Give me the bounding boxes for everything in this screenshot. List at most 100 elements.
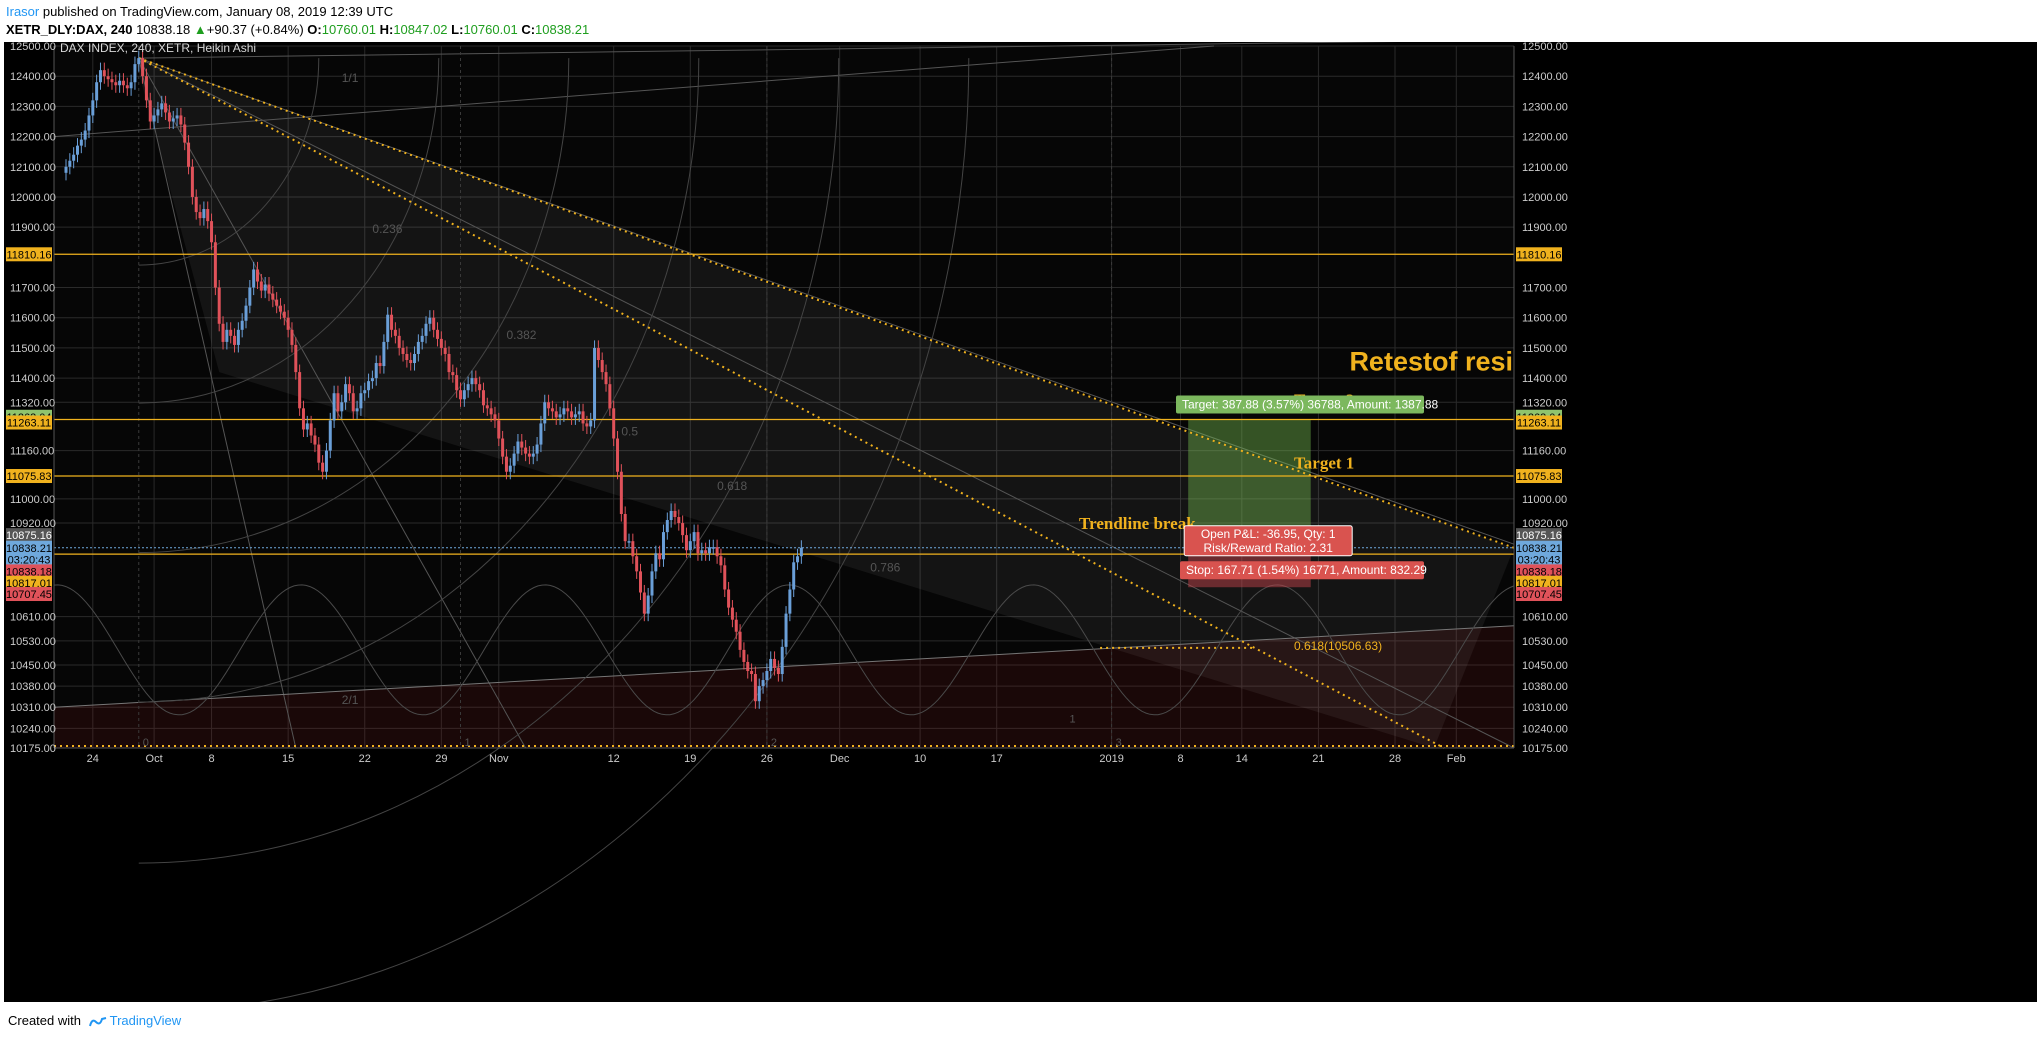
y-tick-label-right: 12500.00 <box>1522 42 1568 53</box>
candle-body <box>367 381 371 391</box>
candle <box>98 62 102 90</box>
author-link[interactable]: Irasor <box>6 4 40 19</box>
candle <box>121 73 125 93</box>
candle-body <box>711 547 715 549</box>
candle <box>347 376 351 401</box>
candle-body <box>539 423 543 445</box>
tradingview-link[interactable]: TradingView <box>109 1013 182 1028</box>
candle <box>623 506 627 549</box>
candle-body <box>474 378 478 385</box>
candle <box>290 322 294 353</box>
candle-body <box>175 115 179 119</box>
candle-body <box>210 221 214 243</box>
candle <box>485 397 489 416</box>
candle <box>654 545 658 579</box>
candle-body <box>217 287 221 324</box>
candle <box>91 92 95 123</box>
close-label: C: <box>521 22 536 37</box>
fan-label: 0.618 <box>717 479 747 493</box>
candle <box>386 307 390 350</box>
candle <box>608 376 612 416</box>
candle-body <box>738 631 742 650</box>
price-tag-bg <box>1516 415 1562 430</box>
candle-body <box>593 347 597 421</box>
open-value: 10760.01 <box>321 22 376 37</box>
candle <box>669 503 673 528</box>
candle <box>593 340 597 428</box>
candle <box>516 433 520 462</box>
price-tag-text: 11810.16 <box>1516 249 1561 261</box>
candle-body <box>516 441 520 454</box>
price-tag-bg <box>6 564 52 579</box>
candle <box>351 385 355 419</box>
candle <box>263 276 267 299</box>
candle-body <box>72 154 76 161</box>
candle <box>661 524 665 567</box>
candle-body <box>631 541 635 557</box>
candle <box>397 328 401 356</box>
candle-body <box>589 420 593 427</box>
candle <box>681 515 685 543</box>
candle-body <box>451 372 455 376</box>
candle-body <box>520 441 524 448</box>
candle-body <box>271 293 275 300</box>
candle-body <box>118 80 122 86</box>
candle-body <box>121 80 125 86</box>
y-tick-label-right: 12000.00 <box>1522 192 1568 204</box>
price-tag-right: 11810.16 <box>1516 247 1562 262</box>
y-tick-label-right: 12400.00 <box>1522 71 1568 83</box>
candle-body <box>95 82 99 101</box>
y-tick-label-right: 12300.00 <box>1522 101 1568 113</box>
candle-body <box>294 344 298 373</box>
fib-arc-6 <box>258 58 970 1002</box>
candle-body <box>179 115 183 125</box>
candle <box>256 261 259 290</box>
price-tag-left: 10875.16 <box>6 528 52 543</box>
candle <box>799 540 803 564</box>
candle <box>711 539 715 555</box>
candle <box>508 458 512 480</box>
candle <box>543 394 547 431</box>
candle-body <box>616 438 620 472</box>
candle-body <box>202 209 206 219</box>
candle-body <box>558 414 562 418</box>
candle <box>761 672 765 694</box>
candle-body <box>796 556 800 563</box>
candle-body <box>619 471 623 514</box>
candle-body <box>301 408 305 430</box>
candle-body <box>167 112 171 122</box>
y-tick-label-left: 12200.00 <box>10 132 56 144</box>
candle <box>141 50 145 84</box>
y-tick-label-left: 10450.00 <box>10 660 56 672</box>
candle-body <box>608 384 612 409</box>
candle <box>106 68 110 87</box>
candle-body <box>650 571 654 596</box>
y-tick-label-left: 10920.00 <box>10 518 56 530</box>
candle-body <box>677 517 681 524</box>
candle <box>520 433 524 456</box>
candle-body <box>424 323 428 336</box>
pl-info-text-1: Open P&L: -36.95, Qty: 1 <box>1201 527 1336 541</box>
candle-body <box>784 613 788 647</box>
y-tick-label-right: 11320.00 <box>1522 397 1567 409</box>
candle <box>160 95 164 117</box>
candle-body <box>543 402 547 424</box>
x-tick-label: 12 <box>608 753 620 765</box>
candle <box>324 443 328 480</box>
candle <box>79 132 83 154</box>
x-tick-label: 19 <box>684 753 696 765</box>
candle <box>309 415 313 444</box>
sine-cycle <box>53 584 1515 716</box>
candle-body <box>478 384 482 391</box>
candle-body <box>665 520 669 533</box>
candle-body <box>585 423 589 427</box>
price-tag-text: 10707.45 <box>1516 589 1562 601</box>
candle <box>156 101 160 123</box>
candle <box>704 542 708 561</box>
fan-label: 2/1 <box>342 693 359 707</box>
y-tick-label-left: 11000.00 <box>10 494 55 506</box>
candle-body <box>164 103 168 113</box>
